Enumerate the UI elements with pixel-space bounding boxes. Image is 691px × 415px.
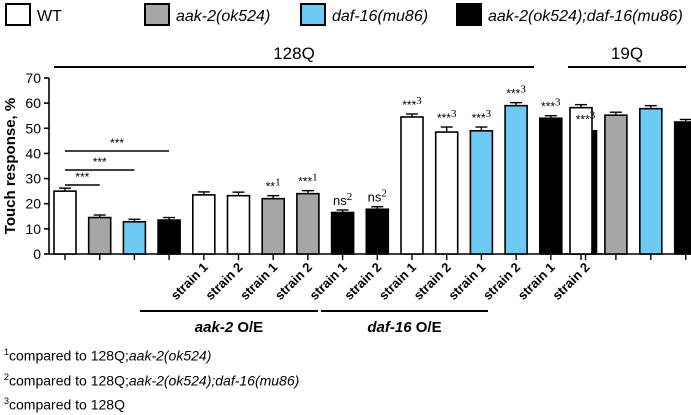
bar xyxy=(434,131,459,255)
significance-label: ns2 xyxy=(368,188,387,205)
x-tick-label: strain 2 xyxy=(480,260,523,303)
bar xyxy=(365,208,390,255)
legend-label: aak-2(ok524) xyxy=(176,8,270,25)
subgroup-gene: aak-2 xyxy=(195,319,238,336)
y-tick-label: 20 xyxy=(25,196,41,212)
significance-stars: *** xyxy=(437,111,451,125)
bar xyxy=(192,194,216,255)
legend-swatch xyxy=(5,3,31,26)
significance-stars: *** xyxy=(506,87,520,101)
bars xyxy=(53,101,691,260)
bar xyxy=(538,117,563,255)
x-tick-label: strain 1 xyxy=(306,260,349,303)
y-tick-label: 30 xyxy=(25,171,41,187)
group-label: 19Q xyxy=(611,44,643,63)
bar xyxy=(261,197,286,255)
x-tick-label: strain 1 xyxy=(445,260,488,303)
significance-label: ***3 xyxy=(437,108,457,125)
significance-label: ns2 xyxy=(333,191,352,208)
x-tick-label: strain 2 xyxy=(202,260,245,303)
y-axis-label: Touch response, % xyxy=(2,98,19,234)
significance-superscript: 1 xyxy=(312,172,318,184)
significance-label: **1 xyxy=(266,177,281,194)
y-tick-label: 50 xyxy=(25,120,41,136)
significance-stars: ** xyxy=(266,180,276,194)
y-tick-label: 10 xyxy=(25,221,41,237)
subgroup-gene: daf-16 xyxy=(367,319,415,336)
significance-label: ***3 xyxy=(576,109,596,126)
bar xyxy=(469,130,494,255)
bar xyxy=(330,211,355,255)
comparison-label: *** xyxy=(75,170,89,184)
bar xyxy=(673,121,691,255)
x-tick-label: strain 2 xyxy=(549,260,592,303)
significance-superscript: 1 xyxy=(275,177,281,189)
bar xyxy=(604,114,628,255)
significance-label: ***3 xyxy=(506,84,526,101)
significance-superscript: 3 xyxy=(520,84,526,96)
significance-stars: *** xyxy=(576,112,590,126)
bar xyxy=(53,190,77,255)
significance-superscript: 3 xyxy=(416,95,422,107)
legend: WT aak-2(ok524) daf-16(mu86) aak-2(ok524);d… xyxy=(5,3,683,26)
significance-label: ***3 xyxy=(541,97,561,114)
significance-stars: *** xyxy=(541,100,555,114)
y-tick-label: 0 xyxy=(33,246,41,262)
significance-stars: *** xyxy=(472,111,486,125)
x-tick-label: strain 1 xyxy=(237,260,280,303)
y-tick-label: 60 xyxy=(25,95,41,111)
bar xyxy=(157,219,181,255)
significance-superscript: 2 xyxy=(381,188,387,200)
significance-superscript: 3 xyxy=(486,108,492,120)
comparison-label: *** xyxy=(110,136,124,150)
significance-superscript: 2 xyxy=(347,191,353,203)
bar xyxy=(226,194,251,255)
x-tick-label: strain 2 xyxy=(272,260,315,303)
footnote-3: 3compared to 128Q xyxy=(4,396,125,413)
x-tick-label: strain 1 xyxy=(168,260,211,303)
significance-superscript: 3 xyxy=(590,109,596,121)
x-tick-label: strain 2 xyxy=(341,260,384,303)
legend-label: aak-2(ok524);daf-16(mu86) xyxy=(488,8,683,25)
legend-label: WT xyxy=(37,8,62,25)
subgroup-suffix: O/E xyxy=(237,319,263,336)
y-tick-label: 70 xyxy=(25,70,41,86)
significance-stars: *** xyxy=(298,175,312,189)
significance-label: ***1 xyxy=(298,172,318,189)
group-label: 128Q xyxy=(273,44,315,63)
bar xyxy=(504,104,528,255)
subgroup-suffix: O/E xyxy=(416,319,442,336)
footnote-2: 2compared to 128Q;aak-2(ok524);daf-16(mu… xyxy=(4,372,300,389)
significance-stars: ns xyxy=(333,193,347,208)
bar xyxy=(122,221,147,255)
subgroup-label: daf-16 O/E xyxy=(367,319,441,336)
x-tick-label: strain 2 xyxy=(411,260,454,303)
footnote-1: 1compared to 128Q;aak-2(ok524) xyxy=(4,347,212,364)
bar xyxy=(638,107,663,255)
legend-label: daf-16(mu86) xyxy=(332,8,428,25)
significance-label: ***3 xyxy=(402,95,422,112)
significance-superscript: 3 xyxy=(451,108,457,120)
significance-stars: *** xyxy=(402,98,416,112)
bar xyxy=(296,192,320,255)
subgroup-label: aak-2 O/E xyxy=(195,319,263,336)
legend-swatch xyxy=(456,3,482,26)
legend-swatch xyxy=(144,3,170,26)
significance-superscript: 3 xyxy=(555,97,561,109)
x-tick-label: strain 1 xyxy=(376,260,419,303)
y-tick-label: 40 xyxy=(25,145,41,161)
legend-swatch xyxy=(300,3,326,26)
significance-stars: ns xyxy=(368,190,382,205)
bar xyxy=(87,216,112,255)
bar xyxy=(569,106,593,255)
comparison-label: *** xyxy=(93,155,107,169)
significance-label: ***3 xyxy=(472,108,492,125)
overexpression-groups: aak-2 O/E daf-16 O/E xyxy=(140,310,488,336)
x-tick-label: strain 1 xyxy=(515,260,558,303)
group-brackets: 128Q 19Q xyxy=(54,44,686,68)
bar xyxy=(400,116,424,255)
